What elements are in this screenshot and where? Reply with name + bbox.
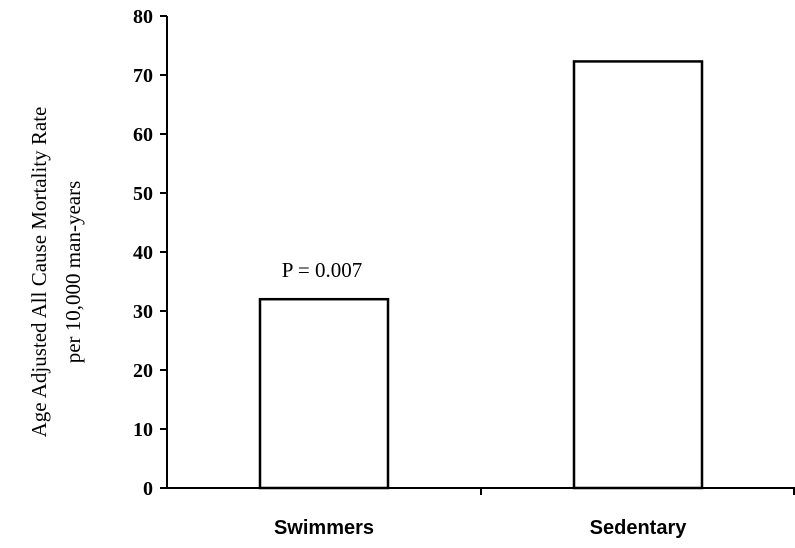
x-category-label: Swimmers — [274, 517, 374, 539]
y-tick-label: 70 — [133, 65, 153, 87]
y-axis-title-line1: Age Adjusted All Cause Mortality Rate — [27, 107, 51, 438]
category-labels: Swimmers Sedentary — [274, 517, 687, 539]
y-tick-label: 0 — [143, 478, 153, 500]
x-category-label: Sedentary — [590, 517, 688, 539]
y-tick-label: 80 — [133, 6, 153, 28]
bar-swimmers — [258, 297, 390, 490]
y-tick-label: 40 — [133, 242, 153, 264]
bars — [258, 60, 704, 490]
annotations: P = 0.007 — [282, 258, 363, 282]
y-axis: 0 10 20 30 40 50 60 70 80 — [133, 6, 168, 500]
p-value-annotation: P = 0.007 — [282, 258, 363, 282]
bar-sedentary — [572, 60, 704, 490]
y-tick-label: 30 — [133, 301, 153, 323]
y-tick-label: 50 — [133, 183, 153, 205]
y-tick-label: 60 — [133, 124, 153, 146]
y-tick-label: 20 — [133, 360, 153, 382]
y-axis-title-line2: per 10,000 man-years — [61, 181, 85, 364]
y-axis-title: Age Adjusted All Cause Mortality Rate pe… — [27, 107, 85, 438]
y-tick-label: 10 — [133, 419, 153, 441]
